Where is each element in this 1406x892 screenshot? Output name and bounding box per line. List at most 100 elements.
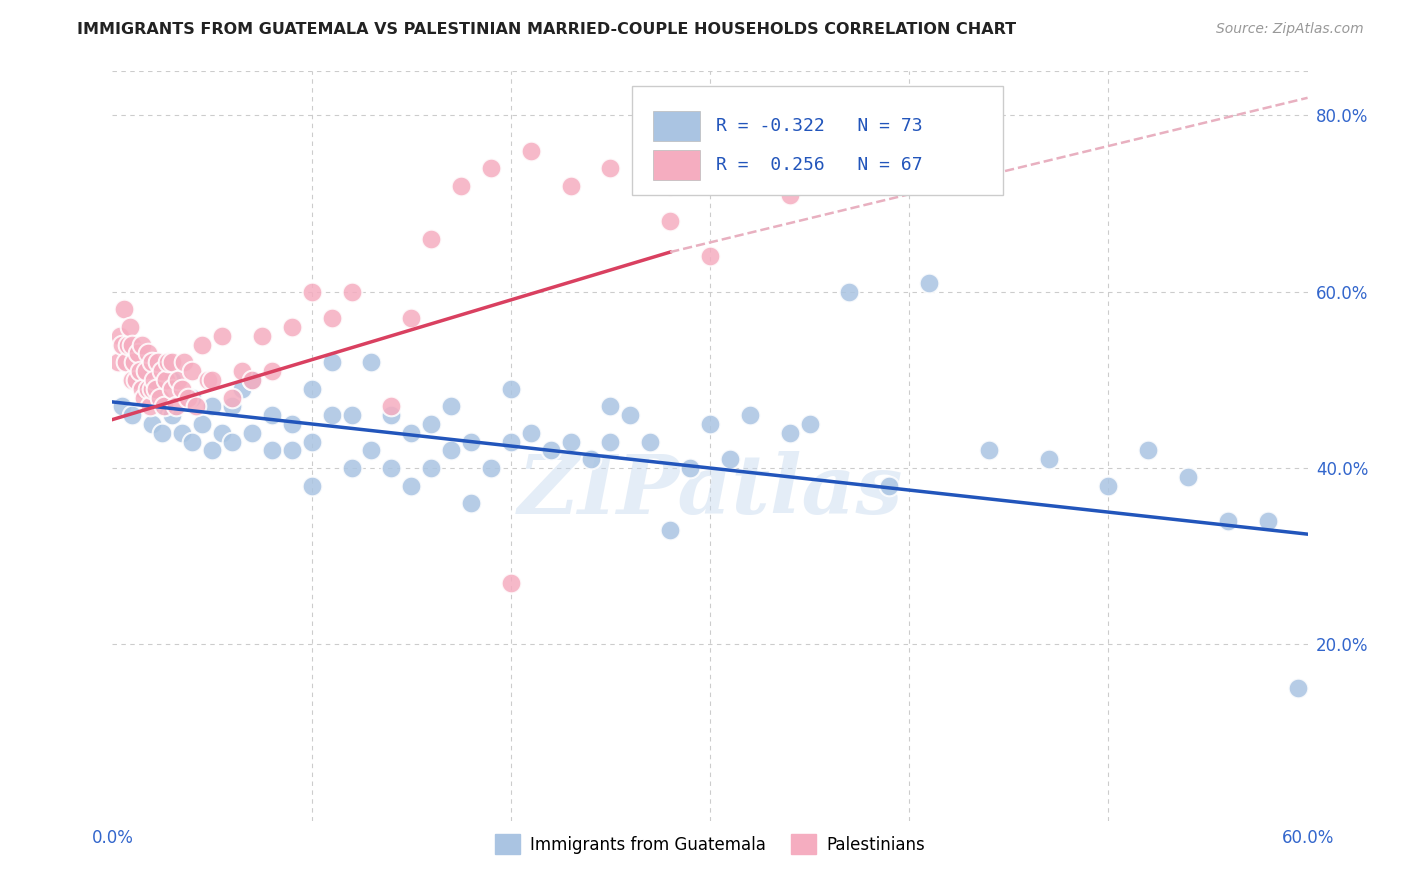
Point: [127, 346, 149, 360]
Point: [380, 461, 402, 475]
Point: [135, 364, 157, 378]
Point: [321, 311, 343, 326]
Point: [281, 320, 304, 334]
Point: [201, 400, 224, 414]
Point: [172, 382, 194, 396]
Point: [520, 425, 543, 440]
FancyBboxPatch shape: [633, 87, 1002, 195]
Point: [1137, 443, 1160, 458]
Text: ZIPatlas: ZIPatlas: [517, 451, 903, 531]
Point: [779, 425, 801, 440]
Point: [131, 337, 153, 351]
Point: [659, 214, 682, 228]
Point: [157, 355, 180, 369]
Point: [124, 355, 146, 369]
Point: [679, 461, 702, 475]
Legend: Immigrants from Guatemala, Palestinians: Immigrants from Guatemala, Palestinians: [488, 828, 932, 861]
Point: [460, 496, 482, 510]
Point: [221, 434, 243, 449]
Point: [153, 400, 176, 414]
Point: [149, 391, 172, 405]
Point: [162, 355, 183, 369]
Point: [129, 364, 152, 378]
Point: [738, 135, 761, 149]
Text: Source: ZipAtlas.com: Source: ZipAtlas.com: [1216, 22, 1364, 37]
Point: [173, 355, 195, 369]
Point: [699, 108, 721, 122]
Point: [121, 373, 143, 387]
Point: [340, 285, 363, 299]
Point: [221, 391, 243, 405]
Point: [579, 452, 602, 467]
Point: [321, 408, 343, 422]
Point: [162, 382, 183, 396]
Point: [167, 373, 190, 387]
Point: [155, 373, 177, 387]
Point: [201, 373, 224, 387]
Point: [139, 400, 162, 414]
Point: [301, 434, 323, 449]
Point: [718, 452, 741, 467]
Point: [181, 434, 204, 449]
Point: [799, 417, 821, 431]
Point: [181, 364, 204, 378]
Text: R = -0.322   N = 73: R = -0.322 N = 73: [716, 117, 922, 135]
Point: [499, 434, 522, 449]
Point: [1177, 470, 1199, 484]
Point: [120, 320, 142, 334]
Point: [145, 382, 167, 396]
Point: [240, 425, 263, 440]
Point: [191, 417, 214, 431]
Point: [1216, 514, 1239, 528]
Point: [114, 302, 135, 317]
Point: [150, 364, 173, 378]
Point: [201, 443, 224, 458]
Point: [340, 408, 363, 422]
Point: [141, 382, 163, 396]
Point: [260, 443, 283, 458]
Text: R =  0.256   N = 67: R = 0.256 N = 67: [716, 156, 922, 174]
Point: [177, 391, 200, 405]
Point: [619, 408, 641, 422]
Point: [321, 355, 343, 369]
Point: [107, 355, 129, 369]
Point: [659, 178, 682, 193]
Point: [260, 408, 283, 422]
Point: [165, 400, 187, 414]
Point: [125, 373, 148, 387]
Point: [699, 417, 721, 431]
Point: [211, 425, 233, 440]
Point: [250, 328, 273, 343]
FancyBboxPatch shape: [652, 112, 700, 141]
Point: [172, 425, 194, 440]
Point: [240, 373, 263, 387]
Point: [131, 382, 153, 396]
Point: [879, 478, 901, 492]
Point: [440, 443, 463, 458]
Point: [186, 400, 208, 414]
Point: [141, 355, 163, 369]
Point: [420, 417, 443, 431]
Point: [401, 425, 423, 440]
Point: [440, 400, 463, 414]
Point: [599, 161, 621, 176]
Point: [1097, 478, 1119, 492]
Point: [560, 178, 582, 193]
Point: [162, 408, 183, 422]
Point: [281, 417, 304, 431]
FancyBboxPatch shape: [652, 150, 700, 180]
Point: [640, 434, 662, 449]
Point: [231, 382, 253, 396]
Point: [131, 373, 153, 387]
Point: [479, 161, 502, 176]
Point: [560, 434, 582, 449]
Point: [779, 187, 801, 202]
Point: [401, 311, 423, 326]
Point: [111, 337, 134, 351]
Point: [977, 443, 1000, 458]
Point: [450, 178, 472, 193]
Point: [162, 373, 183, 387]
Point: [659, 523, 682, 537]
Point: [1038, 452, 1060, 467]
Point: [138, 346, 160, 360]
